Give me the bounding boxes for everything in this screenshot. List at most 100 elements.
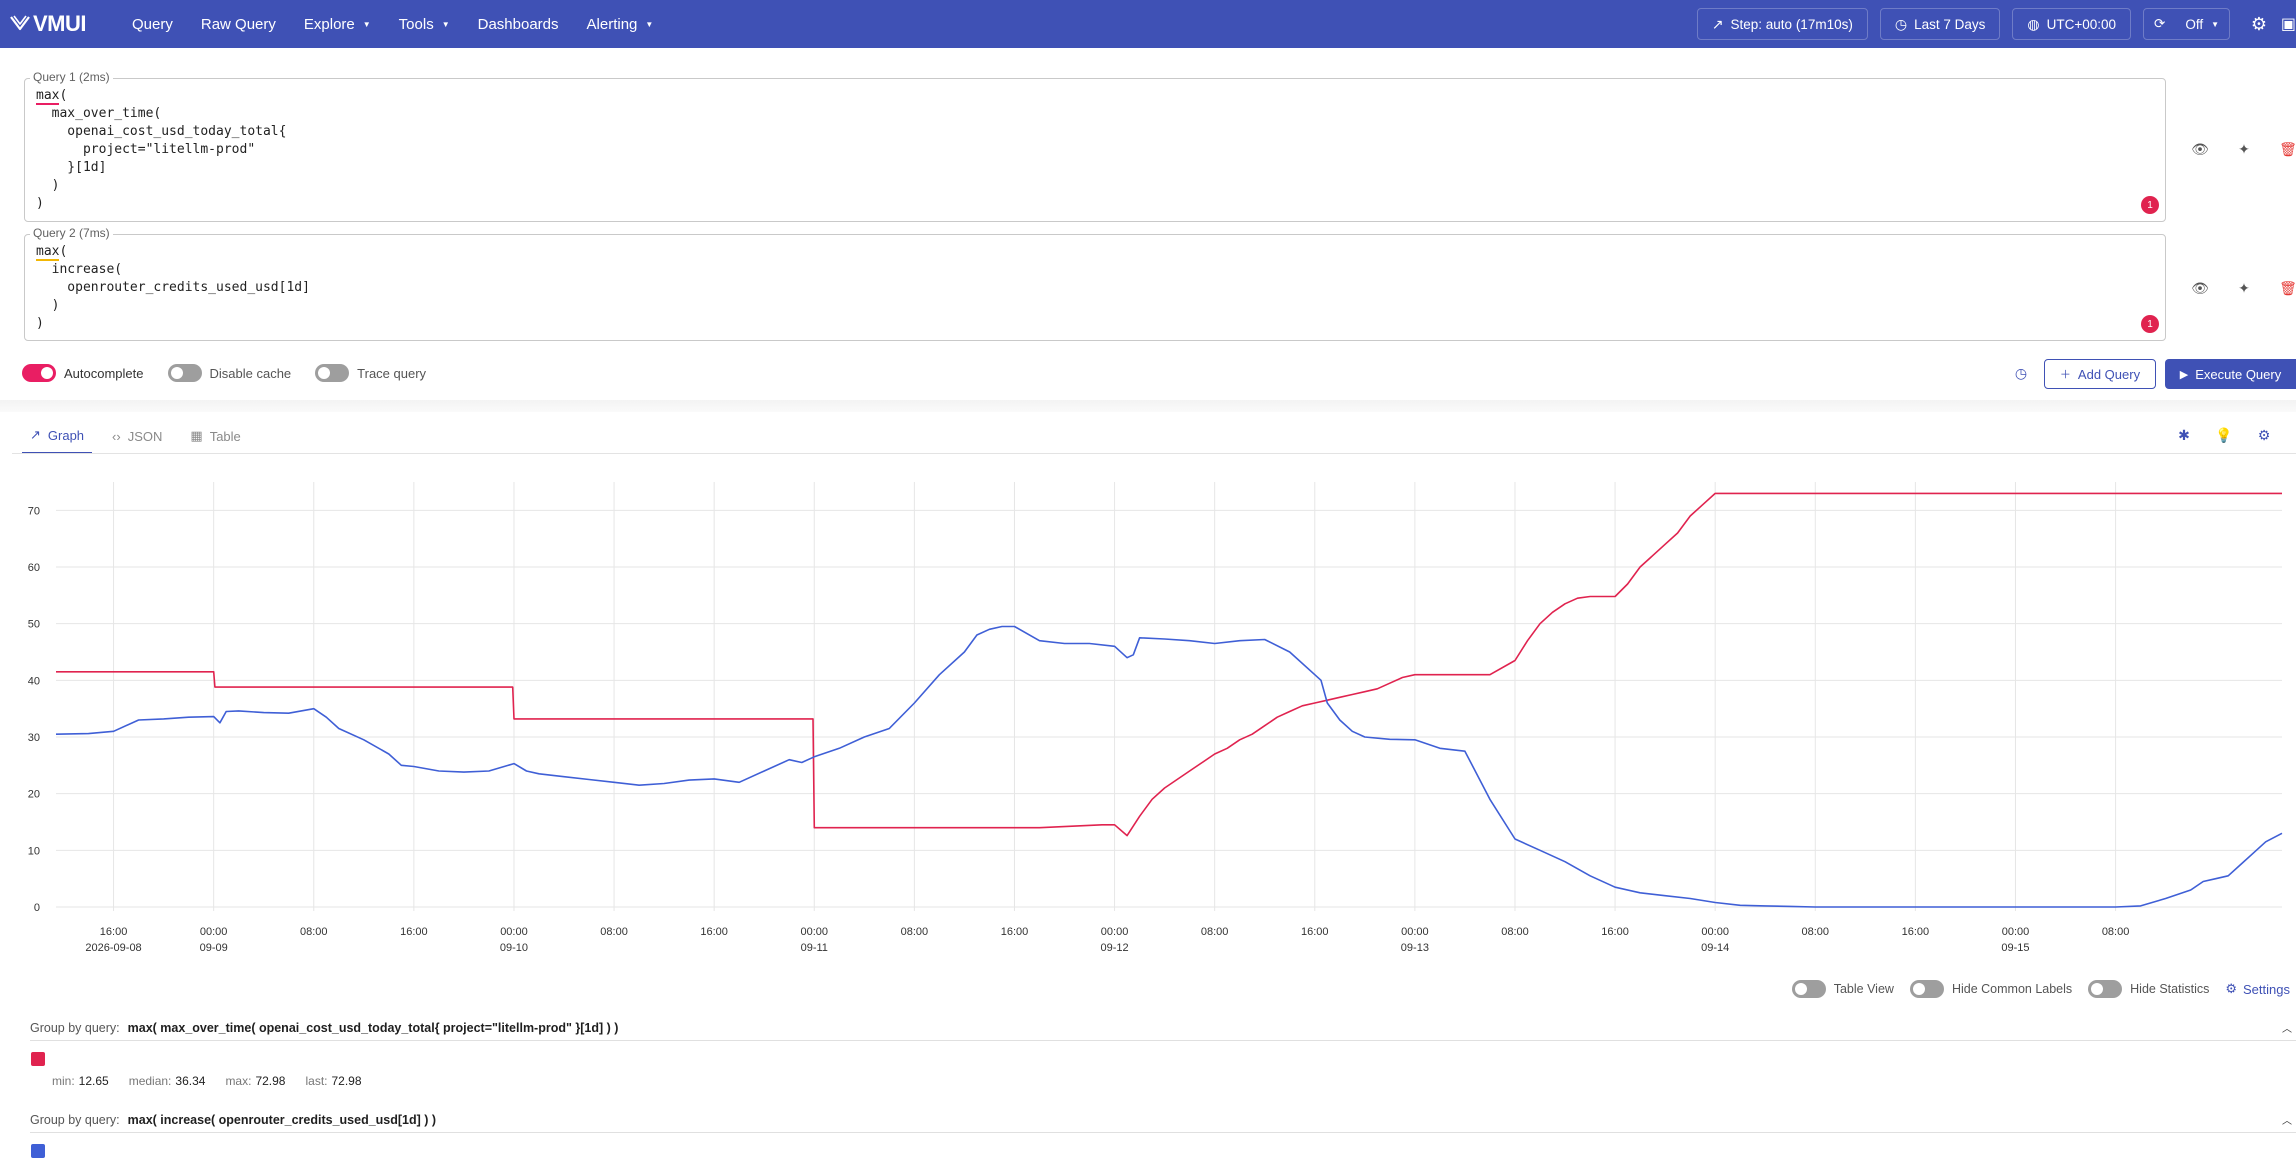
legend-swatch-series-1[interactable] (31, 1052, 45, 1066)
query-editor-2[interactable]: Query 2 (7ms) max( increase( openrouter_… (24, 226, 2166, 341)
tab-graph[interactable]: ↗ Graph (22, 418, 93, 454)
query-1-error-badge[interactable]: 1 (2141, 196, 2159, 214)
query-2-error-badge[interactable]: 1 (2141, 315, 2159, 333)
query-1-actions: 👁 ✦ 🗑 (2178, 137, 2296, 161)
top-navbar: VMUI Query Raw Query Explore ▼ Tools ▼ Das… (0, 0, 2296, 48)
legend-stats-series-1: min: 12.65 median: 36.34 max: 72.98 last: 72… (52, 1074, 382, 1088)
x-tick-time-label: 16:00 (1601, 926, 1629, 938)
nav-alerting[interactable]: Alerting ▼ (573, 0, 668, 48)
x-tick-date-label: 2026-09-08 (85, 942, 141, 954)
x-tick-time-label: 16:00 (1902, 926, 1930, 938)
chevron-up-icon[interactable]: ︿ (2282, 1024, 2292, 1035)
chevron-up-icon[interactable]: ︿ (2282, 1116, 2292, 1127)
lightbulb-icon[interactable]: 💡 (2215, 426, 2233, 443)
stat-max-label: max: (225, 1074, 252, 1088)
history-icon[interactable]: ◷ (2014, 364, 2028, 381)
x-axis-ticks: 16:00 2026-09-08 00:00 09-09 08:00 16:00 00:00… (85, 926, 2129, 954)
nav-query[interactable]: Query (118, 0, 187, 48)
disable-cache-toggle[interactable]: Disable cache (167, 364, 292, 382)
panel-icon: ▣ (2282, 16, 2296, 33)
nav-query-label: Query (132, 15, 173, 33)
x-tick-time-label: 00:00 (801, 926, 829, 938)
gear-icon: ⚙ (2250, 13, 2268, 34)
trash-icon[interactable]: 🗑 (2279, 279, 2296, 296)
autocomplete-switch[interactable] (22, 364, 56, 382)
legend-swatch-series-2[interactable] (31, 1144, 45, 1158)
hide-statistics-toggle[interactable]: Hide Statistics (2088, 980, 2209, 998)
query-2-legend: Query 2 (7ms) (30, 226, 113, 240)
autocomplete-toggle[interactable]: Autocomplete (22, 364, 144, 382)
nav-dashboards[interactable]: Dashboards (464, 0, 573, 48)
y-tick-label: 30 (28, 732, 40, 744)
x-tick-time-label: 00:00 (1701, 926, 1729, 938)
eye-icon[interactable]: 👁 (2191, 279, 2209, 296)
legend-settings-link[interactable]: ⚙ Settings (2225, 981, 2290, 997)
settings-gear-button[interactable]: ⚙ (2242, 8, 2276, 40)
trash-icon[interactable]: 🗑 (2279, 140, 2296, 157)
x-tick-time-label: 08:00 (1201, 926, 1229, 938)
trace-query-toggle[interactable]: Trace query (315, 364, 426, 382)
gear-icon[interactable]: ⚙ (2257, 426, 2271, 443)
line-chart[interactable]: 0 10 20 30 40 50 60 70 16:00 2026-09-08 00:00 09-0… (0, 470, 2296, 970)
table-view-toggle[interactable]: Table View (1791, 980, 1894, 998)
tab-table-label: Table (209, 428, 241, 444)
nav-explore-label: Explore (303, 15, 355, 33)
y-tick-label: 10 (28, 845, 40, 857)
x-tick-time-label: 16:00 (1001, 926, 1029, 938)
bug-icon[interactable]: ✱ (2178, 426, 2190, 443)
tab-json[interactable]: ‹› JSON (104, 418, 170, 454)
result-tabs: ↗ Graph ‹› JSON ▦ Table (22, 418, 261, 454)
y-axis-ticks: 0 10 20 30 40 50 60 70 (28, 505, 40, 914)
extra-menu-button[interactable]: ▣ (2282, 8, 2296, 40)
query-editor-1[interactable]: Query 1 (2ms) max( max_over_time( openai… (24, 70, 2166, 222)
nav-tools[interactable]: Tools ▼ (385, 0, 464, 48)
x-tick-date-label: 09-12 (1100, 942, 1128, 954)
x-tick-time-label: 00:00 (1401, 926, 1429, 938)
refresh-icon[interactable]: ⟳ (2154, 16, 2166, 31)
hide-common-labels-switch[interactable] (1909, 980, 1944, 998)
legend-settings-label: Settings (2243, 981, 2290, 997)
table-view-switch[interactable] (1791, 980, 1826, 998)
eye-icon[interactable]: 👁 (2191, 140, 2209, 157)
step-button[interactable]: ↗ Step: auto (17m10s) (1696, 8, 1868, 40)
query-1-code[interactable]: max( max_over_time( openai_cost_usd_toda… (36, 87, 286, 213)
series-line-1[interactable] (56, 492, 2282, 837)
globe-icon: ◍ (2027, 15, 2040, 32)
auto-refresh-button[interactable]: ⟳ Off ▼ (2143, 8, 2230, 40)
legend-group-1-header[interactable]: Group by query: max( max_over_time( open… (30, 1015, 2296, 1041)
disable-cache-switch[interactable] (167, 364, 202, 382)
sparkle-icon[interactable]: ✦ (2238, 140, 2250, 157)
x-tick-date-label: 09-10 (500, 942, 528, 954)
hide-common-labels-toggle[interactable]: Hide Common Labels (1909, 980, 2072, 998)
trace-query-switch[interactable] (315, 364, 350, 382)
execute-query-button[interactable]: ▶ Execute Query (2165, 359, 2296, 389)
x-tick-time-label: 16:00 (1301, 926, 1329, 938)
nav-explore[interactable]: Explore ▼ (290, 0, 385, 48)
step-label: Step: auto (17m10s) (1730, 16, 1853, 32)
hide-statistics-switch[interactable] (2088, 980, 2123, 998)
x-tick-time-label: 00:00 (200, 926, 228, 938)
stat-median-label: median: (128, 1074, 172, 1088)
tab-graph-label: Graph (47, 427, 85, 443)
execute-query-label: Execute Query (2195, 366, 2282, 382)
nav-raw-query[interactable]: Raw Query (187, 0, 290, 48)
timezone-button[interactable]: ◍ UTC+00:00 (2012, 8, 2131, 40)
y-tick-label: 0 (34, 902, 40, 914)
series-line-2[interactable] (55, 625, 2283, 908)
time-range-button[interactable]: ◷ Last 7 Days (1879, 8, 2001, 40)
x-tick-date-label: 09-15 (2001, 942, 2029, 954)
legend-group-2-header[interactable]: Group by query: max( increase( openroute… (30, 1107, 2296, 1133)
x-tick-date-label: 09-13 (1401, 942, 1429, 954)
tab-table[interactable]: ▦ Table (182, 418, 248, 454)
disable-cache-label: Disable cache (209, 365, 292, 381)
logo[interactable]: VMUI (10, 11, 98, 37)
sparkle-icon[interactable]: ✦ (2238, 279, 2250, 296)
x-tick-time-label: 08:00 (1501, 926, 1529, 938)
add-query-button[interactable]: ＋ Add Query (2044, 359, 2156, 389)
x-tick-time-label: 00:00 (2002, 926, 2030, 938)
gear-icon: ⚙ (2225, 981, 2238, 996)
tab-json-label: JSON (127, 428, 163, 444)
x-tick-date-label: 09-09 (200, 942, 228, 954)
nav-alerting-label: Alerting (586, 15, 638, 33)
query-2-code[interactable]: max( increase( openrouter_credits_used_u… (36, 243, 310, 333)
